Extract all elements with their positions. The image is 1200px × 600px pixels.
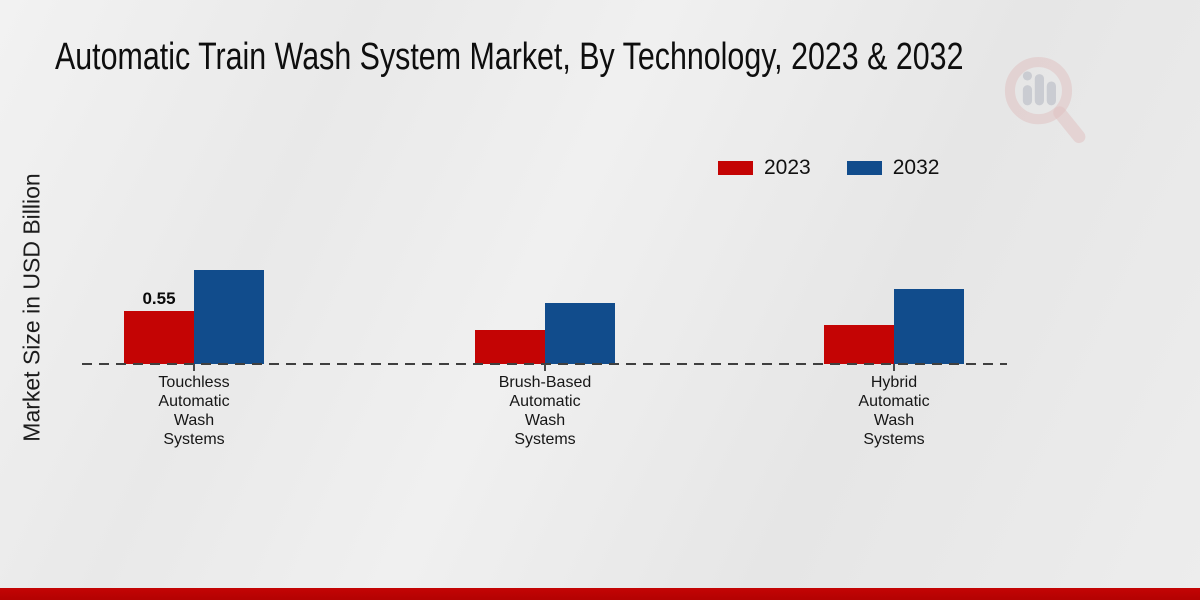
category-label-2: Hybrid Automatic Wash Systems	[858, 374, 930, 448]
bar-2023-category-2	[824, 325, 894, 364]
category-label-0: Touchless Automatic Wash Systems	[158, 374, 230, 448]
category-label-1: Brush-Based Automatic Wash Systems	[498, 374, 592, 448]
legend-label-2032: 2032	[892, 156, 940, 179]
bar-2023-category-1	[475, 330, 545, 364]
magnifier-bar-chart-logo-icon	[1004, 57, 1086, 144]
axis-tick-1	[544, 364, 546, 371]
legend-item-2023: 2023	[718, 156, 811, 180]
legend-swatch-2023	[718, 161, 753, 175]
legend-swatch-2032	[846, 161, 882, 175]
axis-tick-0	[193, 364, 195, 371]
bar-2023-category-0	[124, 311, 194, 364]
bar-2032-category-1	[545, 303, 615, 364]
bar-2032-category-2	[894, 289, 964, 364]
legend-item-2032: 2032	[846, 156, 940, 180]
chart-title: Automatic Train Wash System Market, By T…	[55, 36, 964, 78]
axis-tick-2	[893, 364, 895, 371]
bar-2032-category-0	[194, 270, 264, 364]
legend: 2023 2032	[718, 156, 939, 180]
bar-value-label: 0.55	[142, 289, 176, 308]
footer-accent-bar	[0, 588, 1200, 600]
legend-label-2023: 2023	[764, 156, 811, 179]
